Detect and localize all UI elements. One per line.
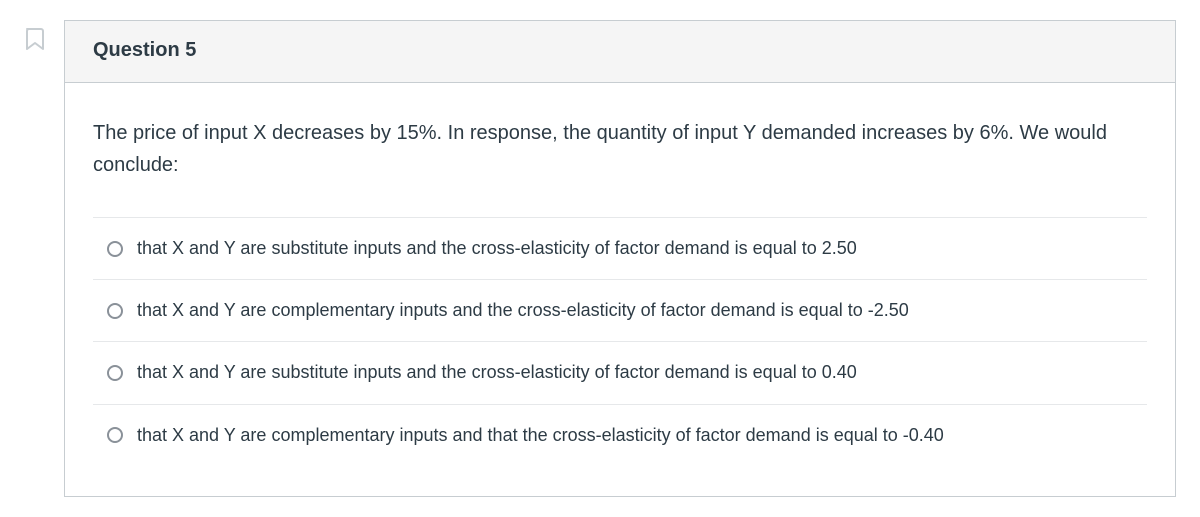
answer-label: that X and Y are complementary inputs an… (137, 298, 909, 323)
bookmark-icon[interactable] (24, 26, 46, 54)
radio-input[interactable] (107, 365, 123, 381)
question-card: Question 5 The price of input X decrease… (64, 20, 1176, 497)
question-title: Question 5 (93, 39, 1147, 62)
page-wrapper: Question 5 The price of input X decrease… (24, 20, 1176, 497)
answers-list: that X and Y are substitute inputs and t… (93, 217, 1147, 466)
answer-label: that X and Y are substitute inputs and t… (137, 360, 857, 385)
radio-input[interactable] (107, 241, 123, 257)
answer-row[interactable]: that X and Y are complementary inputs an… (93, 280, 1147, 342)
radio-input[interactable] (107, 427, 123, 443)
question-body: The price of input X decreases by 15%. I… (65, 83, 1175, 496)
question-prompt: The price of input X decreases by 15%. I… (93, 117, 1147, 181)
radio-input[interactable] (107, 303, 123, 319)
question-header: Question 5 (65, 21, 1175, 83)
answer-row[interactable]: that X and Y are substitute inputs and t… (93, 342, 1147, 404)
answer-row[interactable]: that X and Y are complementary inputs an… (93, 405, 1147, 466)
answer-label: that X and Y are complementary inputs an… (137, 423, 944, 448)
answer-row[interactable]: that X and Y are substitute inputs and t… (93, 218, 1147, 280)
answer-label: that X and Y are substitute inputs and t… (137, 236, 857, 261)
